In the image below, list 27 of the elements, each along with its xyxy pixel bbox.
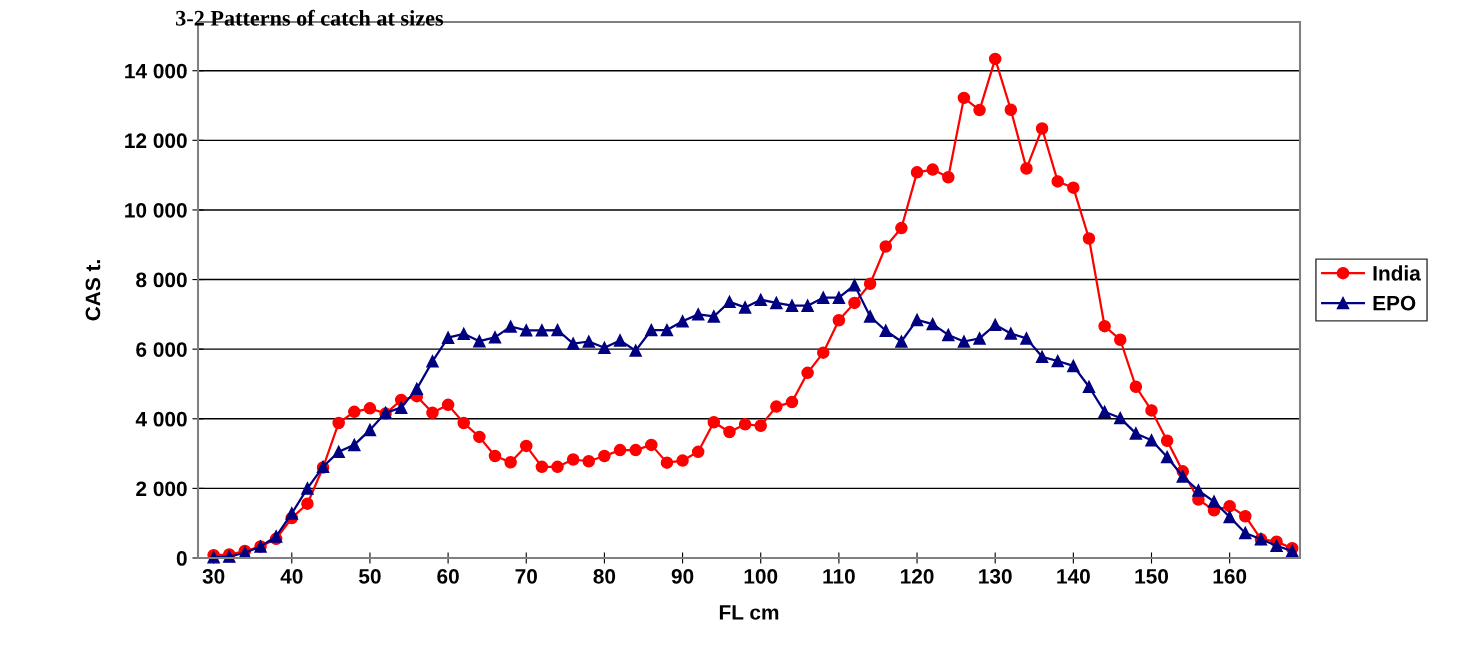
legend-label: India: [1373, 265, 1421, 281]
x-tick-label: 150: [1135, 568, 1169, 584]
x-tick-label: 120: [900, 568, 934, 584]
y-tick-label: 12 000: [125, 133, 187, 149]
x-axis-title: FL cm: [719, 605, 779, 620]
x-tick-label: 140: [1057, 568, 1090, 584]
x-tick-label: 90: [671, 568, 694, 584]
x-tick-label: 30: [202, 568, 225, 584]
y-tick-label: 8 000: [136, 272, 187, 288]
y-tick-label: 14 000: [125, 63, 187, 79]
x-tick-label: 80: [593, 568, 616, 584]
x-tick-label: 130: [979, 568, 1012, 584]
y-tick-label: 4 000: [135, 411, 187, 427]
x-tick-label: 70: [515, 568, 537, 584]
y-tick-label: 10 000: [125, 202, 187, 218]
x-tick-label: 40: [280, 568, 303, 584]
y-tick-label: 0: [176, 551, 187, 566]
x-tick-label: 50: [359, 568, 381, 584]
y-axis-title: CAS t.: [85, 260, 101, 321]
x-tick-label: 60: [437, 568, 459, 584]
x-tick-label: 160: [1213, 568, 1247, 584]
chart-title: 3-2 Patterns of catch at sizes: [176, 9, 444, 26]
y-tick-label: 6 000: [136, 342, 187, 357]
y-tick-label: 2 000: [136, 481, 187, 497]
x-tick-label: 100: [744, 568, 778, 584]
legend-label: EPO: [1373, 295, 1416, 311]
x-tick-label: 110: [823, 568, 855, 584]
